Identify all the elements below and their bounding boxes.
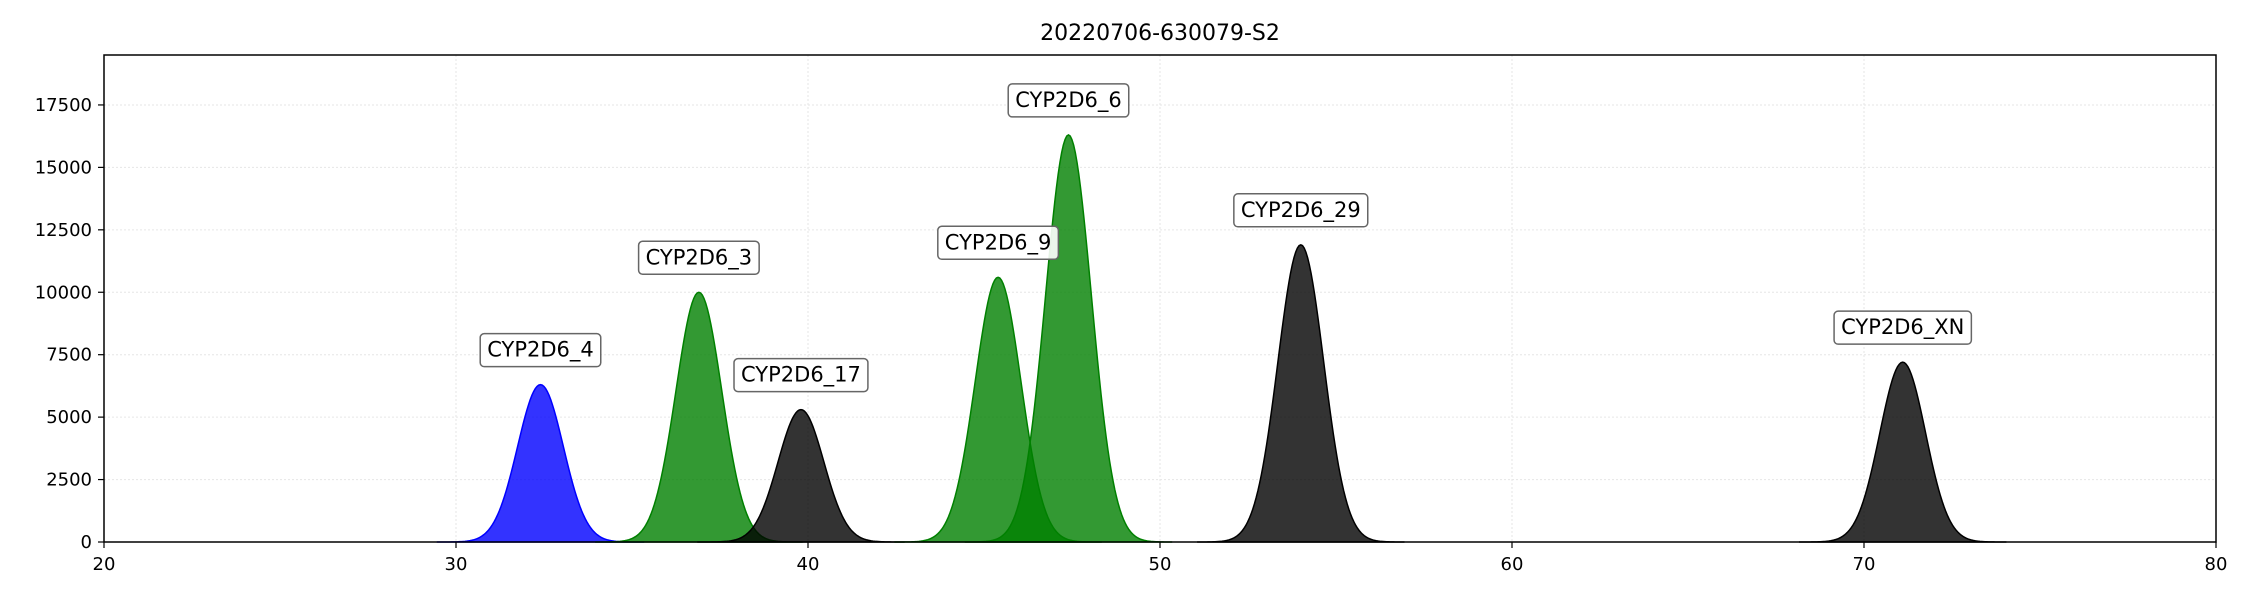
peak-area-cyp2d6-xn — [1799, 361, 2007, 543]
peak-area-cyp2d6-29 — [1197, 243, 1405, 543]
peak-label-text: CYP2D6_6 — [1015, 88, 1122, 113]
peak-label-box — [1007, 83, 1130, 118]
peak-label: CYP2D6_3 — [637, 240, 760, 276]
peak-label: CYP2D6_29 — [1233, 193, 1369, 228]
y-tick-label: 12500 — [35, 220, 92, 241]
peak-label-text: CYP2D6_4 — [487, 338, 594, 363]
axis-ticks: 20 30 40 50 60 70 80 0 2500 5000 7500 10000 12500 150… — [35, 95, 2228, 575]
peak-label-text: CYP2D6_9 — [945, 230, 1052, 255]
peak-label-text: CYP2D6_29 — [1241, 198, 1361, 223]
x-tick-label: 30 — [445, 554, 468, 575]
y-tick-label: 5000 — [46, 407, 92, 428]
x-tick-label: 80 — [2205, 554, 2228, 575]
peak-area-cyp2d6-4 — [436, 383, 645, 543]
x-tick-label: 40 — [797, 554, 820, 575]
peak-label-text: CYP2D6_17 — [741, 363, 861, 388]
peak-label-box — [937, 225, 1060, 261]
y-tick-label: 17500 — [35, 95, 92, 116]
peak-label: CYP2D6_17 — [733, 357, 869, 393]
peak-label-box — [637, 240, 760, 276]
x-tick-label: 70 — [1853, 554, 1876, 575]
y-tick-label: 7500 — [46, 345, 92, 366]
peak-label-box — [1233, 193, 1369, 228]
x-tick-label: 60 — [1501, 554, 1524, 575]
y-tick-label: 0 — [81, 532, 92, 553]
peak-area-cyp2d6-6 — [964, 134, 1173, 543]
peak-area-cyp2d6-17 — [697, 408, 905, 543]
peak-label-box — [1833, 310, 1973, 345]
chart-title: 20220706-630079-S2 — [1040, 21, 1280, 46]
x-tick-label: 20 — [93, 554, 116, 575]
peak-label: CYP2D6_9 — [937, 225, 1060, 261]
x-tick-label: 50 — [1149, 554, 1172, 575]
peak-label-text: CYP2D6_3 — [646, 245, 753, 270]
y-tick-label: 2500 — [46, 470, 92, 491]
peak-label-box — [479, 332, 602, 368]
y-tick-label: 15000 — [35, 157, 92, 178]
peaks — [436, 134, 2007, 543]
peak-labels: CYP2D6_4 CYP2D6_3 CYP2D6_17 CYP2D6_9 CYP2D6_… — [479, 83, 1973, 393]
peak-label: CYP2D6_XN — [1833, 310, 1973, 345]
y-tick-label: 10000 — [35, 282, 92, 303]
peak-label-box — [733, 357, 869, 393]
peak-label: CYP2D6_4 — [479, 332, 602, 368]
peak-label-text: CYP2D6_XN — [1841, 315, 1964, 340]
peak-label: CYP2D6_6 — [1007, 83, 1130, 118]
